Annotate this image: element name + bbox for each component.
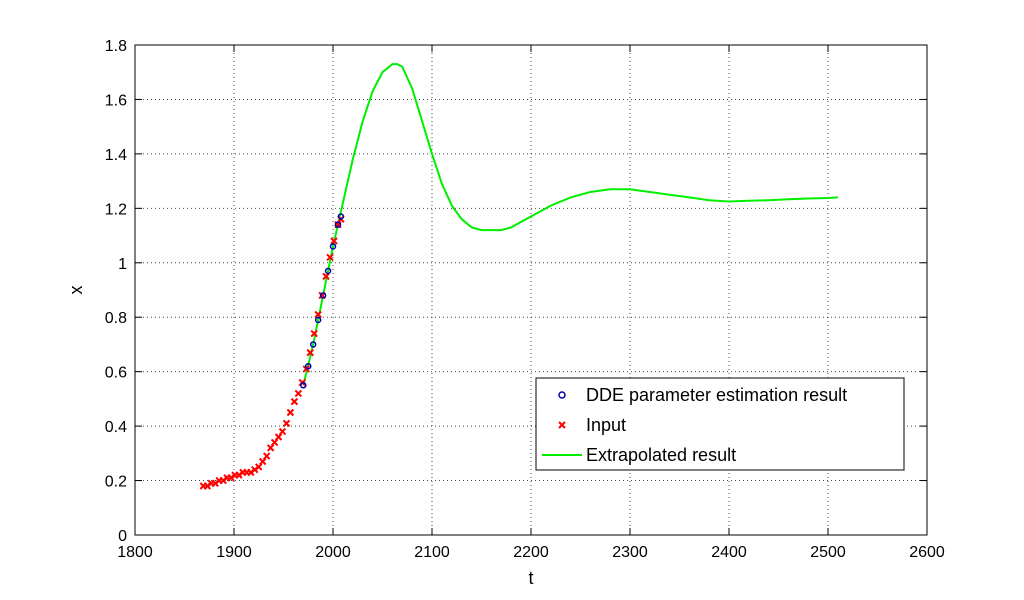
input-point <box>326 253 334 262</box>
y-tick-label: 0.2 <box>105 474 127 491</box>
estimation-point <box>305 362 312 370</box>
legend-circle-marker <box>558 391 566 399</box>
y-tick-label: 0 <box>118 528 127 545</box>
y-tick-label: 0.4 <box>105 419 127 436</box>
y-tick-label: 1.8 <box>105 38 127 55</box>
input-point <box>266 444 275 452</box>
x-tick-label: 2200 <box>513 544 549 561</box>
y-tick-label: 1.4 <box>105 147 127 164</box>
series-layer <box>199 63 838 490</box>
estimation-point <box>319 292 327 299</box>
input-point <box>310 329 318 338</box>
y-tick-label: 0.6 <box>105 365 127 382</box>
legend-x-marker <box>558 421 566 429</box>
y-tick-label: 1.6 <box>105 92 127 109</box>
x-tick-label: 2400 <box>711 544 747 561</box>
input-point <box>294 389 303 398</box>
y-tick-label: 1 <box>118 256 127 273</box>
input-point <box>302 365 310 373</box>
input-point <box>286 408 295 417</box>
y-tick-label: 1.2 <box>105 201 127 218</box>
legend-box <box>535 377 905 471</box>
legend: DDE parameter estimation result Input Extr… <box>535 377 905 471</box>
x-tick-label: 2300 <box>612 544 648 561</box>
input-point <box>314 310 322 319</box>
x-tick-label: 2100 <box>414 544 450 561</box>
estimation-point <box>300 382 307 389</box>
extrapolated-line <box>302 63 838 386</box>
legend-label: Extrapolated result <box>586 445 736 465</box>
estimation-point <box>309 341 317 348</box>
input-point <box>259 457 267 466</box>
x-tick-label: 2500 <box>810 544 846 561</box>
series-line <box>302 63 838 386</box>
tick-labels: 1800 1900 2000 2100 2200 2300 2400 2500 2600 0 0.2… <box>105 38 945 561</box>
input-point <box>255 463 263 471</box>
estimation-point <box>334 221 342 228</box>
series-x-markers <box>199 215 345 490</box>
legend-label: DDE parameter estimation result <box>586 385 847 405</box>
input-point <box>322 272 330 281</box>
x-axis-label: t <box>528 568 533 588</box>
input-point <box>290 397 299 406</box>
input-point <box>274 433 283 441</box>
input-point <box>282 419 291 428</box>
axes <box>134 44 928 536</box>
input-point <box>330 237 338 245</box>
estimation-point <box>337 213 345 220</box>
input-point <box>278 427 287 436</box>
input-point <box>270 438 279 447</box>
x-tick-label: 1800 <box>117 544 153 561</box>
grid-lines <box>134 44 928 536</box>
estimation-point <box>329 243 337 250</box>
input-point <box>306 348 314 357</box>
series-circle-markers <box>300 213 345 389</box>
y-tick-label: 0.8 <box>105 310 127 327</box>
x-tick-label: 1900 <box>216 544 252 561</box>
legend-label: Input <box>586 415 626 435</box>
x-tick-label: 2000 <box>315 544 351 561</box>
estimation-point <box>324 267 332 275</box>
input-point <box>262 452 271 460</box>
y-axis-label: x <box>66 286 86 295</box>
estimation-point <box>314 316 322 324</box>
x-tick-label: 2600 <box>909 544 945 561</box>
